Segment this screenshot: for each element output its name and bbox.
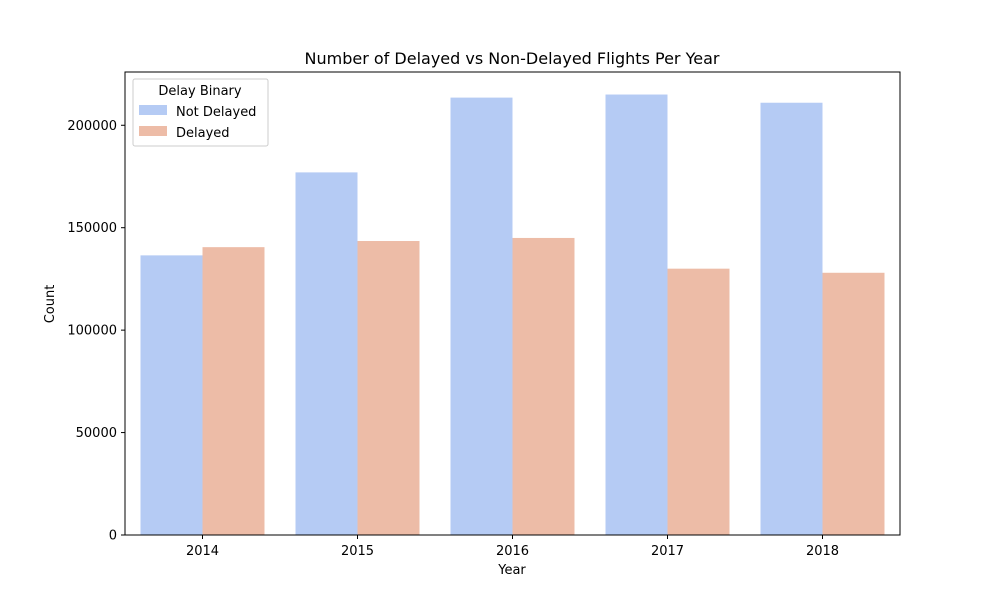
y-axis-label: Count (43, 285, 58, 324)
legend: Delay Binary Not Delayed Delayed (132, 78, 269, 147)
bar-not-delayed-2016 (450, 97, 513, 536)
legend-swatch-not-delayed (139, 105, 167, 115)
legend-label-not-delayed: Not Delayed (176, 105, 256, 120)
bar-delayed-2016 (512, 237, 575, 535)
legend-label-delayed: Delayed (176, 126, 230, 141)
bar-not-delayed-2015 (295, 172, 358, 535)
bar-delayed-2014 (202, 247, 265, 535)
y-tick-label: 150000 (67, 221, 117, 236)
bar-delayed-2018 (822, 272, 885, 535)
legend-swatch-delayed (139, 126, 167, 136)
x-tick-label: 2015 (341, 544, 374, 559)
legend-title: Delay Binary (158, 84, 241, 99)
x-tick-label: 2017 (651, 544, 684, 559)
bar-delayed-2015 (357, 241, 420, 535)
bar-delayed-2017 (667, 268, 730, 535)
chart-title: Number of Delayed vs Non-Delayed Flights… (305, 49, 720, 68)
x-tick-label: 2014 (186, 544, 219, 559)
y-axis: 0 50000 100000 150000 200000 (67, 119, 125, 544)
bar-not-delayed-2018 (760, 102, 823, 535)
bar-not-delayed-2014 (140, 255, 203, 535)
x-tick-label: 2016 (496, 544, 529, 559)
y-tick-label: 200000 (67, 119, 117, 134)
y-tick-label: 50000 (76, 426, 117, 441)
y-tick-label: 0 (109, 529, 117, 544)
bar-not-delayed-2017 (605, 94, 668, 535)
x-axis-label: Year (497, 563, 526, 578)
y-tick-label: 100000 (67, 324, 117, 339)
x-tick-label: 2018 (806, 544, 839, 559)
x-axis: 2014 2015 2016 2017 2018 (186, 535, 839, 559)
bars-group (140, 94, 885, 536)
